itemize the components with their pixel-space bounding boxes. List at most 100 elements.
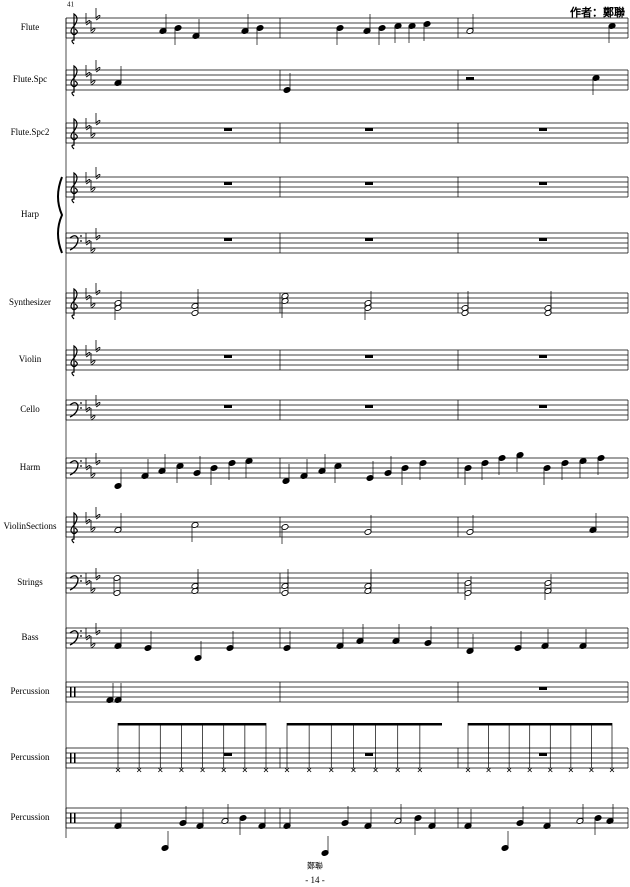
x-notehead [221, 767, 226, 773]
x-notehead [548, 767, 553, 773]
flat [85, 172, 91, 185]
bass-dot [80, 580, 82, 582]
flat [95, 60, 101, 73]
whole-rest [539, 355, 547, 358]
bass-clef [69, 575, 79, 591]
treble-clef [70, 287, 78, 320]
x-notehead [351, 767, 356, 773]
instrument-label: Harp [21, 209, 39, 219]
treble-clef [70, 511, 78, 544]
whole-rest [224, 238, 232, 241]
x-notehead [395, 767, 400, 773]
whole-rest [539, 182, 547, 185]
x-notehead [158, 767, 163, 773]
x-notehead [263, 767, 269, 773]
whole-rest [365, 355, 373, 358]
x-notehead [609, 767, 615, 773]
instrument-label: Synthesizer [9, 297, 51, 307]
whole-rest [224, 182, 232, 185]
treble-clef [70, 117, 78, 150]
flat [85, 628, 91, 641]
x-notehead [527, 767, 532, 773]
whole-rest [365, 128, 373, 131]
flat [90, 241, 96, 254]
flat [95, 453, 101, 466]
flat [85, 288, 91, 301]
instrument-label: Flute.Spc [13, 74, 47, 84]
flat [85, 512, 91, 525]
flat [85, 233, 91, 246]
beam [287, 723, 442, 726]
flat [85, 458, 91, 471]
perc-clef [70, 687, 72, 697]
flat [90, 636, 96, 649]
flat [85, 13, 91, 26]
instrument-label: Flute [21, 22, 40, 32]
whole-rest [224, 753, 232, 756]
author: 作者：鄭聯 [570, 5, 625, 19]
x-notehead [136, 767, 142, 773]
bass-dot [80, 240, 82, 242]
half-rest [466, 77, 474, 80]
whole-rest [224, 355, 232, 358]
page-number: - 14 - [305, 875, 325, 885]
bass-clef [69, 235, 79, 251]
bass-dot [80, 635, 82, 637]
instrument-label: Strings [17, 577, 43, 587]
instrument-label: Percussion [11, 812, 50, 822]
instrument-label: Violin [19, 354, 42, 364]
x-notehead [115, 767, 121, 773]
bass-dot [80, 407, 82, 409]
x-notehead [242, 767, 248, 773]
flat [90, 520, 96, 533]
instrument-label: Flute.Spc2 [11, 127, 50, 137]
perc-clef [70, 753, 72, 763]
flat [85, 400, 91, 413]
x-notehead [568, 767, 574, 773]
whole-rest [224, 128, 232, 131]
whole-rest [539, 238, 547, 241]
treble-clef [70, 12, 78, 45]
flat [95, 568, 101, 581]
flat [95, 113, 101, 126]
perc-clef [74, 753, 76, 763]
whole-rest [365, 753, 373, 756]
x-notehead [284, 767, 290, 773]
x-notehead [506, 767, 512, 773]
bass-clef [69, 630, 79, 646]
flat [90, 73, 96, 86]
instrument-label: Bass [21, 632, 39, 642]
measure-number: 41 [67, 1, 75, 9]
whole-rest [539, 687, 547, 690]
flat [95, 507, 101, 520]
flat [95, 8, 101, 21]
x-notehead [589, 767, 594, 773]
flat [90, 353, 96, 366]
bass-clef [69, 460, 79, 476]
beam [468, 723, 612, 726]
treble-clef [70, 344, 78, 377]
whole-rest [224, 405, 232, 408]
instrument-label: ViolinSections [4, 521, 57, 531]
flat [95, 395, 101, 408]
perc-clef [74, 813, 76, 823]
bass-dot [80, 402, 82, 404]
x-notehead [417, 767, 423, 773]
flat [90, 466, 96, 479]
whole-rest [365, 238, 373, 241]
whole-rest [365, 182, 373, 185]
flat [90, 581, 96, 594]
flat [90, 180, 96, 193]
treble-clef [70, 171, 78, 204]
x-notehead [306, 767, 312, 773]
flat [95, 283, 101, 296]
instrument-label: Harm [20, 462, 41, 472]
x-notehead [200, 767, 205, 773]
whole-rest [539, 753, 547, 756]
beam [118, 723, 266, 726]
footer-signature: 鄭聯 [307, 861, 323, 871]
flat [90, 296, 96, 309]
x-notehead [373, 767, 378, 773]
bass-dot [80, 460, 82, 462]
